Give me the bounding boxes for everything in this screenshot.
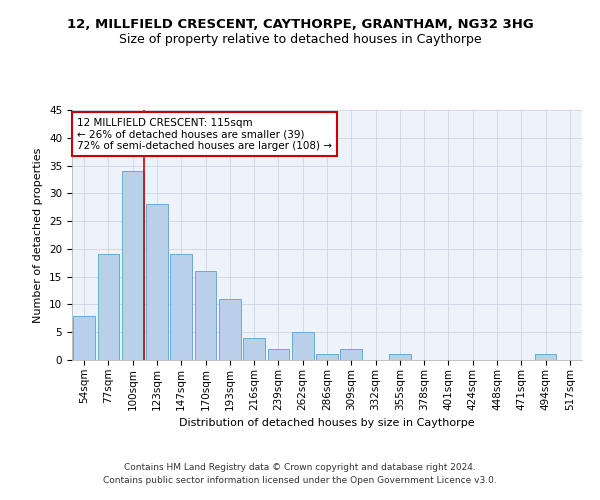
Text: 12, MILLFIELD CRESCENT, CAYTHORPE, GRANTHAM, NG32 3HG: 12, MILLFIELD CRESCENT, CAYTHORPE, GRANT…: [67, 18, 533, 30]
Bar: [268, 349, 289, 360]
Bar: [389, 354, 411, 360]
Bar: [219, 299, 241, 360]
Bar: [340, 349, 362, 360]
Bar: [170, 254, 192, 360]
Bar: [316, 354, 338, 360]
Y-axis label: Number of detached properties: Number of detached properties: [34, 148, 43, 322]
Bar: [97, 254, 119, 360]
Bar: [122, 171, 143, 360]
Text: Contains HM Land Registry data © Crown copyright and database right 2024.: Contains HM Land Registry data © Crown c…: [124, 464, 476, 472]
Bar: [292, 332, 314, 360]
X-axis label: Distribution of detached houses by size in Caythorpe: Distribution of detached houses by size …: [179, 418, 475, 428]
Text: Contains public sector information licensed under the Open Government Licence v3: Contains public sector information licen…: [103, 476, 497, 485]
Bar: [73, 316, 95, 360]
Bar: [194, 271, 217, 360]
Text: 12 MILLFIELD CRESCENT: 115sqm
← 26% of detached houses are smaller (39)
72% of s: 12 MILLFIELD CRESCENT: 115sqm ← 26% of d…: [77, 118, 332, 150]
Bar: [535, 354, 556, 360]
Text: Size of property relative to detached houses in Caythorpe: Size of property relative to detached ho…: [119, 32, 481, 46]
Bar: [243, 338, 265, 360]
Bar: [146, 204, 168, 360]
